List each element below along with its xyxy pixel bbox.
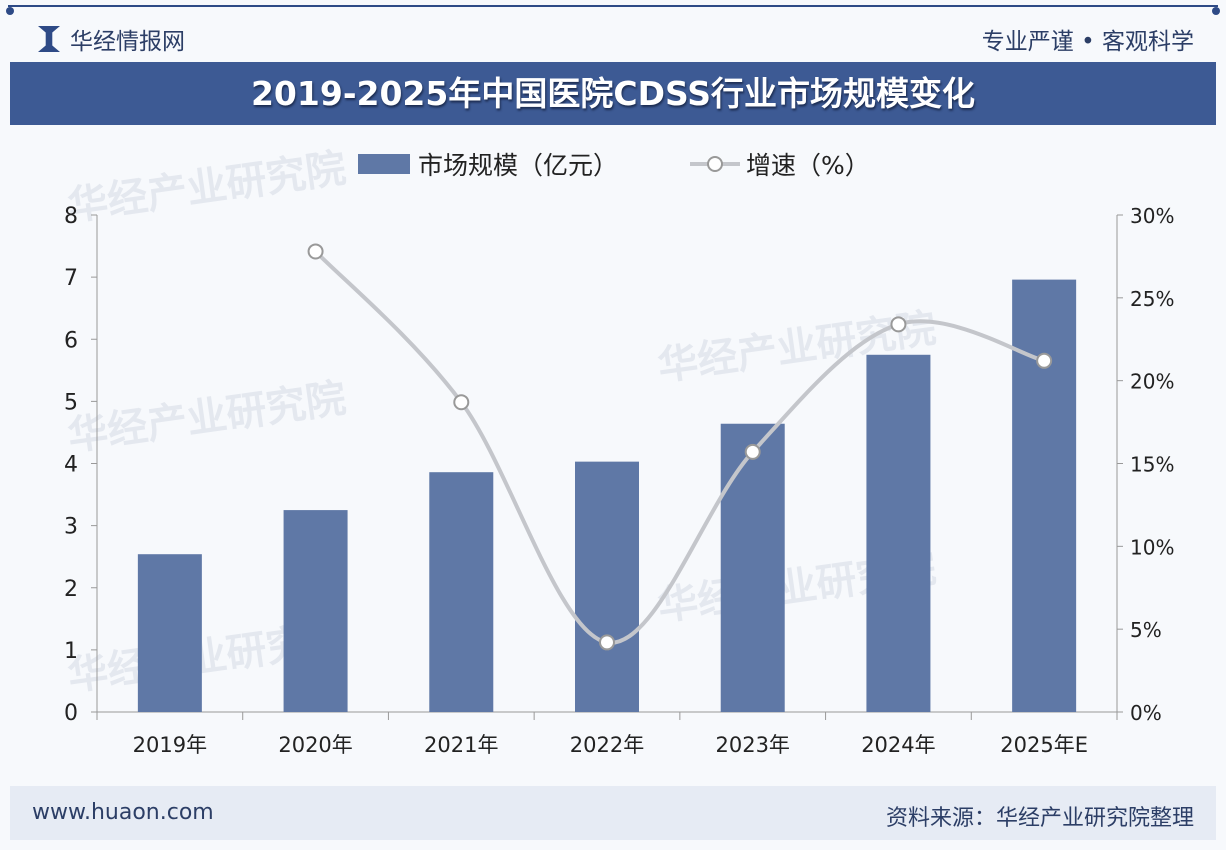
right-tick-label: 10% <box>1130 535 1174 559</box>
growth-point <box>890 316 907 333</box>
bar-2019年 <box>137 554 202 712</box>
growth-point <box>744 443 761 460</box>
right-tick-label: 5% <box>1130 618 1162 642</box>
left-tick-label: 8 <box>64 204 78 229</box>
x-tick-label: 2023年 <box>715 733 789 757</box>
left-tick-label: 2 <box>64 577 78 602</box>
right-tick-label: 25% <box>1130 287 1174 311</box>
left-tick-label: 1 <box>64 639 78 664</box>
left-tick-label: 7 <box>64 266 78 291</box>
legend-bar-swatch <box>358 154 410 174</box>
right-tick-label: 15% <box>1130 453 1174 477</box>
right-tick-label: 30% <box>1130 204 1174 228</box>
x-tick-label: 2021年 <box>424 733 498 757</box>
x-tick-label: 2022年 <box>570 733 644 757</box>
bar-2023年 <box>720 423 785 712</box>
footer-url: www.huaon.com <box>32 800 214 825</box>
legend-line-label: 增速（%） <box>746 151 870 180</box>
footer: www.huaon.com 资料来源：华经产业研究院整理 <box>10 786 1216 840</box>
chart-title: 2019-2025年中国医院CDSS行业市场规模变化 <box>10 62 1216 125</box>
bar-2024年 <box>866 354 931 712</box>
bar-2025年E <box>1012 279 1077 712</box>
brand: 华经情报网 <box>38 22 185 56</box>
left-tick-label: 4 <box>64 453 78 478</box>
left-tick-label: 0 <box>64 701 78 726</box>
left-tick-label: 5 <box>64 390 78 415</box>
x-tick-label: 2025年E <box>1000 733 1088 757</box>
right-tick-label: 20% <box>1130 370 1174 394</box>
right-tick-label: 0% <box>1130 701 1162 725</box>
growth-point <box>599 634 615 651</box>
watermark: 华经产业研究院 <box>65 375 349 460</box>
slogan: 专业严谨 • 客观科学 <box>981 29 1194 55</box>
x-tick-label: 2019年 <box>133 733 207 757</box>
bar-2021年 <box>429 472 494 712</box>
left-tick-label: 6 <box>64 328 78 353</box>
watermark: 华经产业研究院 <box>65 145 349 230</box>
bar-2020年 <box>283 510 348 712</box>
legend-bar-label: 市场规模（亿元） <box>418 151 618 180</box>
growth-point <box>453 394 470 411</box>
footer-source: 资料来源：华经产业研究院整理 <box>885 806 1194 831</box>
bar-2022年 <box>575 461 639 712</box>
x-tick-label: 2020年 <box>278 733 352 757</box>
growth-point <box>307 243 324 260</box>
legend-line-marker <box>707 156 723 172</box>
left-tick-label: 3 <box>64 515 78 540</box>
top-rule <box>6 5 1220 15</box>
brand-name: 华经情报网 <box>70 29 185 55</box>
x-tick-label: 2024年 <box>861 733 935 757</box>
growth-point <box>1036 352 1053 369</box>
